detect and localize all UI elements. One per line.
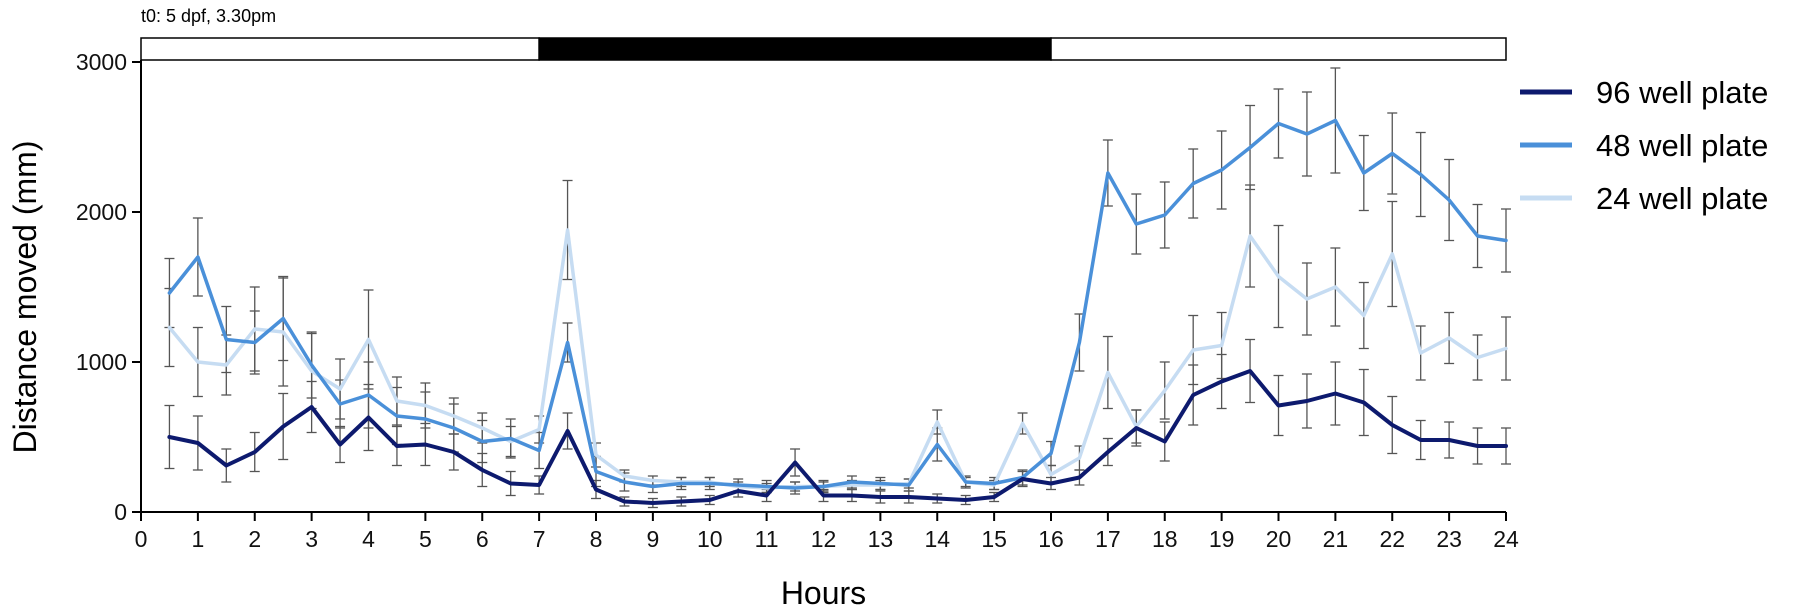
axes bbox=[140, 60, 1506, 513]
x-tick-label: 3 bbox=[305, 526, 318, 552]
x-tick-label: 4 bbox=[362, 526, 375, 552]
x-tick-label: 10 bbox=[697, 526, 723, 552]
x-tick-label: 0 bbox=[135, 526, 148, 552]
light-dark-segment-light-2 bbox=[1050, 37, 1507, 61]
series-line-96-well-plate bbox=[167, 369, 1508, 505]
x-tick-label: 8 bbox=[590, 526, 603, 552]
series-line-48-well-plate bbox=[167, 118, 1508, 490]
y-ticks: 0 1000 2000 3000 bbox=[76, 49, 141, 525]
x-tick-label: 18 bbox=[1152, 526, 1178, 552]
x-tick-label: 7 bbox=[533, 526, 546, 552]
legend: 96 well plate 48 well plate 24 well plate bbox=[1520, 75, 1768, 216]
legend-label: 96 well plate bbox=[1596, 75, 1768, 110]
x-tick-label: 15 bbox=[981, 526, 1007, 552]
legend-item: 24 well plate bbox=[1520, 181, 1768, 216]
x-tick-label: 20 bbox=[1266, 526, 1292, 552]
legend-item: 48 well plate bbox=[1520, 128, 1768, 163]
light-dark-segment-dark-1 bbox=[538, 37, 1052, 61]
x-tick-label: 22 bbox=[1379, 526, 1405, 552]
series-lines bbox=[167, 118, 1508, 505]
series-line-24-well-plate bbox=[167, 228, 1508, 490]
x-ticks: 0 1 2 3 4 5 6 7 8 9 10 11 12 13 14 15 16 17 18 19 20 21 22 23 24 bbox=[135, 512, 1519, 552]
legend-item: 96 well plate bbox=[1520, 75, 1768, 110]
light-dark-segment-light-0 bbox=[140, 37, 540, 61]
x-axis-title: Hours bbox=[781, 575, 866, 611]
x-tick-label: 19 bbox=[1209, 526, 1235, 552]
time-annotation: t0: 5 dpf, 3.30pm bbox=[141, 6, 276, 26]
x-tick-label: 5 bbox=[419, 526, 432, 552]
x-tick-label: 13 bbox=[868, 526, 894, 552]
x-tick-label: 21 bbox=[1323, 526, 1349, 552]
x-tick-label: 14 bbox=[924, 526, 950, 552]
y-tick-label: 2000 bbox=[76, 199, 127, 225]
x-tick-label: 24 bbox=[1493, 526, 1519, 552]
x-tick-label: 16 bbox=[1038, 526, 1064, 552]
x-tick-label: 12 bbox=[811, 526, 837, 552]
light-dark-bar bbox=[140, 37, 1507, 61]
x-tick-label: 2 bbox=[248, 526, 261, 552]
y-tick-label: 3000 bbox=[76, 49, 127, 75]
y-tick-label: 1000 bbox=[76, 349, 127, 375]
legend-label: 24 well plate bbox=[1596, 181, 1768, 216]
x-tick-label: 11 bbox=[755, 526, 779, 552]
x-tick-label: 9 bbox=[646, 526, 659, 552]
x-tick-label: 23 bbox=[1436, 526, 1462, 552]
x-tick-label: 17 bbox=[1095, 526, 1121, 552]
x-tick-label: 6 bbox=[476, 526, 489, 552]
x-tick-label: 1 bbox=[191, 526, 204, 552]
legend-label: 48 well plate bbox=[1596, 128, 1768, 163]
y-axis-title: Distance moved (mm) bbox=[7, 141, 43, 454]
y-tick-label: 0 bbox=[114, 499, 127, 525]
